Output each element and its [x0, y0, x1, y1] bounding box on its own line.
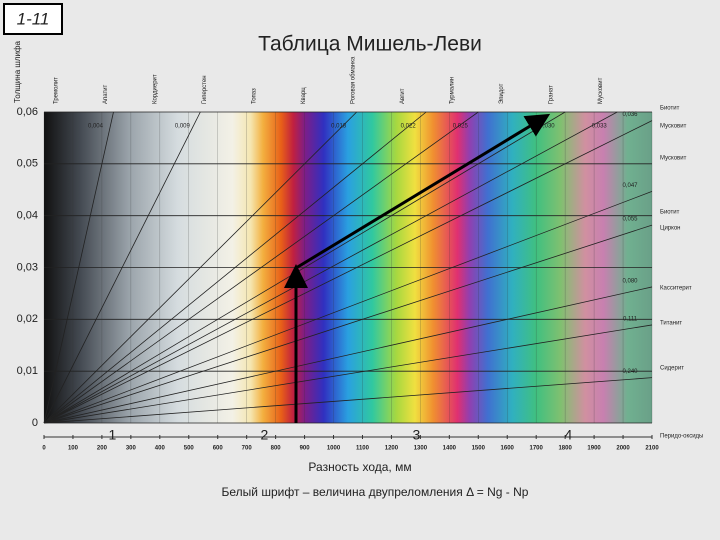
birefringence-label: 0,036: [622, 112, 638, 118]
x-tick-label: 1700: [530, 446, 544, 452]
birefringence-line: [43, 120, 653, 424]
y-tick-label: 0,02: [17, 313, 38, 325]
mineral-label: Касситерит: [660, 286, 692, 292]
y-tick-label: 0,03: [17, 261, 38, 273]
mineral-label: Титанит: [660, 321, 682, 327]
mineral-label: Топаз: [252, 88, 258, 104]
birefringence-line: [43, 111, 618, 424]
order-label: 1: [109, 427, 117, 443]
x-tick-label: 1000: [327, 446, 341, 452]
mineral-label: Мусковит: [660, 156, 687, 162]
birefringence-label: 0,055: [622, 217, 638, 223]
x-tick-label: 400: [155, 446, 166, 452]
x-tick-label: 1300: [414, 446, 428, 452]
birefringence-line: [43, 111, 114, 424]
mineral-label: Турмалин: [450, 77, 456, 104]
x-tick-label: 700: [242, 446, 253, 452]
birefringence-label: 0,033: [592, 124, 608, 130]
caption: Белый шрифт – величина двупреломления Δ …: [222, 485, 529, 499]
mineral-label: Роговая обманка: [351, 56, 357, 104]
birefringence-label: 0,111: [623, 317, 638, 323]
birefringence-line: [43, 111, 479, 424]
birefringence-label: 0,080: [622, 279, 638, 285]
birefringence-line: [43, 111, 357, 424]
order-label: 3: [413, 427, 421, 443]
x-tick-label: 1900: [587, 446, 601, 452]
birefringence-line: [43, 286, 653, 424]
y-tick-label: 0,04: [17, 210, 38, 222]
order-label: 4: [565, 427, 573, 443]
mineral-label: Апатит: [103, 84, 109, 104]
mineral-label: Гиперстен: [202, 75, 208, 104]
x-tick-label: 1100: [356, 446, 370, 452]
mineral-label: Эпидот: [499, 83, 505, 104]
y-tick-label: 0,01: [17, 365, 38, 377]
birefringence-label: 0,004: [88, 124, 104, 130]
birefringence-line: [43, 191, 653, 424]
mineral-label: Авгит: [400, 88, 406, 104]
y-tick-label: 0,05: [17, 158, 38, 170]
order-label: 2: [261, 427, 269, 443]
birefringence-label: 0,018: [331, 124, 347, 130]
mineral-label: Биотит: [660, 106, 680, 112]
x-tick-label: 300: [126, 446, 137, 452]
mineral-label: Мусковит: [660, 124, 687, 130]
mineral-label: Кордиерит: [153, 74, 159, 104]
birefringence-line: [43, 111, 201, 424]
mineral-label: Перидо-оксиды: [660, 434, 703, 440]
x-tick-label: 1500: [472, 446, 486, 452]
x-tick-label: 1800: [558, 446, 572, 452]
y-tick-label: 0,06: [17, 106, 38, 118]
x-tick-label: 1200: [385, 446, 399, 452]
birefringence-label: 0,009: [175, 124, 191, 130]
y-tick-label: 0: [32, 417, 38, 429]
mineral-label: Циркон: [660, 226, 680, 232]
x-tick-label: 900: [300, 446, 311, 452]
x-tick-label: 2000: [616, 446, 630, 452]
birefringence-label: 0,025: [453, 124, 469, 130]
birefringence-line: [43, 377, 653, 424]
birefringence-line: [43, 324, 653, 424]
x-tick-label: 0: [42, 446, 46, 452]
x-tick-label: 1400: [443, 446, 457, 452]
plot-layer: 0 0,01 0,02 0,03 0,04 0,05 0,06 0 100 200 300 400 50…: [17, 56, 704, 452]
mineral-label: Биотит: [660, 210, 680, 216]
birefringence-line: [43, 111, 427, 424]
y-axis-label: Толщина шлифа: [13, 40, 22, 102]
birefringence-label: 0,240: [622, 369, 638, 375]
mineral-label: Тремолит: [54, 77, 60, 104]
x-tick-label: 800: [271, 446, 282, 452]
birefringence-label: 0,022: [401, 124, 417, 130]
mineral-label: Гранат: [549, 85, 555, 104]
example-arrow: [295, 113, 551, 270]
x-tick-label: 600: [213, 446, 224, 452]
slide-number: 1-11: [17, 9, 50, 28]
birefringence-line: [43, 224, 653, 424]
x-axis-label: Разность хода, мм: [308, 460, 411, 474]
x-tick-label: 500: [184, 446, 195, 452]
mineral-label: Кварц: [301, 87, 307, 104]
slide-number-box: [3, 3, 63, 35]
birefringence-label: 0,030: [540, 124, 556, 130]
mineral-label: Мусковит: [598, 77, 604, 104]
birefringence-label: 0,047: [622, 183, 638, 189]
x-tick-label: 2100: [645, 446, 659, 452]
chart-title: Таблица Мишель-Леви: [258, 33, 482, 56]
x-tick-label: 1600: [501, 446, 515, 452]
x-tick-label: 100: [68, 446, 79, 452]
mineral-label: Сидерит: [660, 366, 684, 372]
x-tick-label: 200: [97, 446, 108, 452]
